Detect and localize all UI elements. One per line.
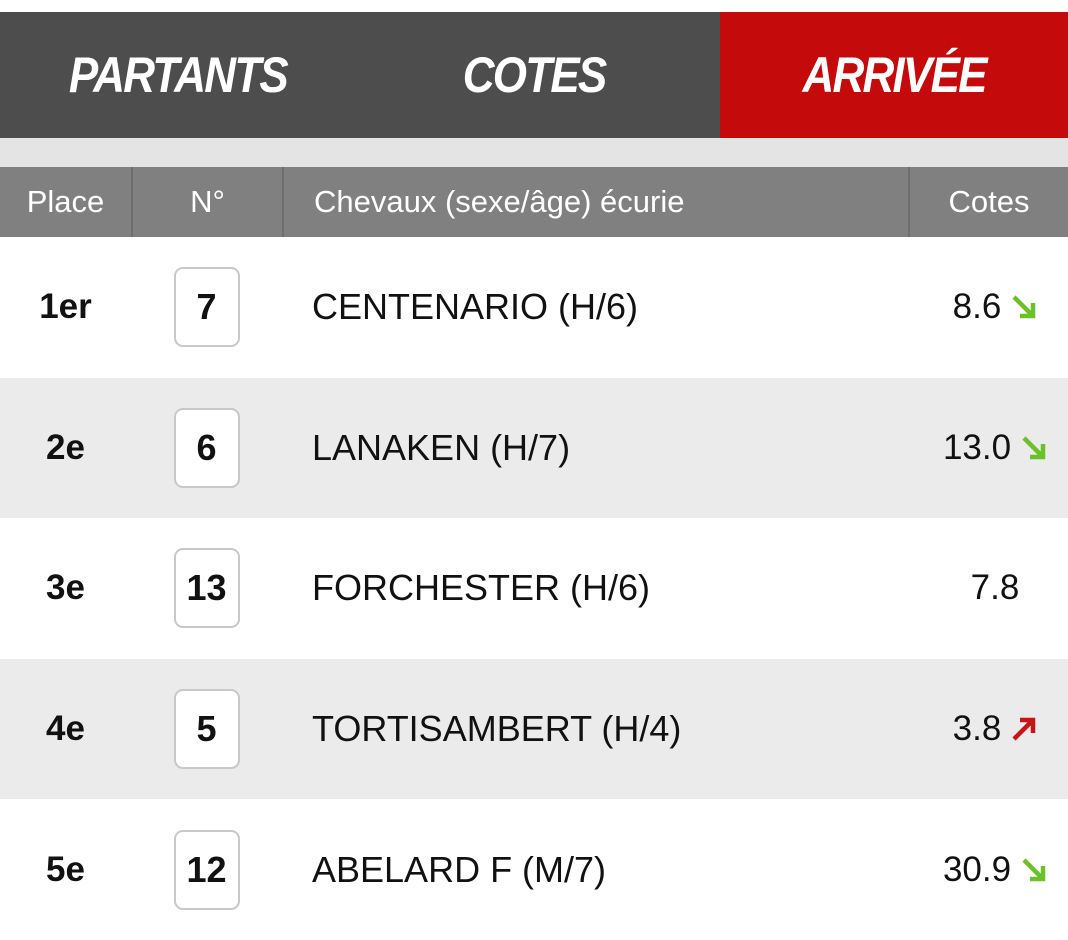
horse-name: CENTENARIO (H/6) (312, 286, 639, 328)
number-badge: 12 (173, 829, 240, 910)
tab-label: PARTANTS (68, 47, 289, 103)
separator-strip (0, 138, 1068, 167)
odds-cell: 7.8 (908, 518, 1068, 659)
place-cell: 1er (0, 237, 131, 378)
table-body: 1er 7 CENTENARIO (H/6) 8.6 2e 6 LANAKEN (H/7) 1… (0, 237, 1068, 940)
odds-cell: 30.9 (908, 799, 1068, 940)
tab-bar: PARTANTS COTES ARRIVÉE (0, 12, 1068, 150)
odds: 3.8 (952, 709, 1002, 749)
result-row[interactable]: 4e 5 TORTISAMBERT (H/4) 3.8 (0, 658, 1068, 800)
place-cell: 4e (0, 659, 131, 800)
column-header: N° (131, 167, 282, 237)
number-badge: 5 (173, 689, 240, 770)
number-badge: 7 (173, 267, 240, 348)
place: 3e (46, 568, 85, 608)
trend-arrow-up (1012, 717, 1036, 741)
tab[interactable]: PARTANTS (0, 12, 356, 138)
column-header: Cotes (908, 167, 1068, 237)
odds-cell: 13.0 (908, 378, 1068, 519)
tab-label: ARRIVÉE (802, 47, 987, 103)
result-row[interactable]: 3e 13 FORCHESTER (H/6) 7.8 (0, 518, 1068, 659)
number-badge: 13 (173, 548, 240, 629)
place-cell: 3e (0, 518, 131, 659)
arrow-path (1012, 295, 1036, 319)
table-header: Place N° Chevaux (sexe/âge) écurie Cotes (0, 167, 1068, 237)
result-row[interactable]: 2e 6 LANAKEN (H/7) 13.0 (0, 377, 1068, 519)
odds: 30.9 (942, 849, 1012, 889)
trend-arrow-down (1022, 858, 1046, 881)
place-cell: 2e (0, 378, 131, 519)
arrow-path (1022, 858, 1046, 881)
horse-name: ABELARD F (M/7) (312, 848, 607, 890)
tab[interactable]: ARRIVÉE (720, 12, 1068, 150)
horse-name: LANAKEN (H/7) (312, 426, 571, 468)
place: 2e (46, 427, 85, 467)
place: 4e (46, 709, 85, 749)
place: 1er (39, 287, 92, 327)
odds: 7.8 (970, 568, 1020, 608)
odds-cell: 8.6 (908, 237, 1068, 378)
odds-cell: 3.8 (908, 659, 1068, 800)
horse-name: TORTISAMBERT (H/4) (312, 708, 682, 750)
arrow-path (1012, 717, 1036, 741)
column-header: Chevaux (sexe/âge) écurie (282, 167, 908, 237)
odds: 8.6 (952, 287, 1002, 327)
arrow-path (1022, 436, 1046, 460)
tab[interactable]: COTES (356, 12, 712, 138)
trend-arrow-down (1022, 436, 1046, 460)
number-cell: 5 (131, 659, 282, 800)
result-row[interactable]: 1er 7 CENTENARIO (H/6) 8.6 (0, 237, 1068, 378)
odds: 13.0 (942, 427, 1012, 467)
place-cell: 5e (0, 799, 131, 940)
tab-label: COTES (462, 47, 608, 103)
trend-arrow-down (1012, 295, 1036, 319)
place: 5e (46, 849, 85, 889)
number-cell: 6 (131, 378, 282, 519)
result-row[interactable]: 5e 12 ABELARD F (M/7) 30.9 (0, 799, 1068, 940)
number-cell: 12 (131, 799, 282, 940)
horse-name: FORCHESTER (H/6) (312, 567, 651, 609)
column-header: Place (26, 184, 105, 219)
number-cell: 13 (131, 518, 282, 659)
number-cell: 7 (131, 237, 282, 378)
number-badge: 6 (173, 407, 240, 488)
